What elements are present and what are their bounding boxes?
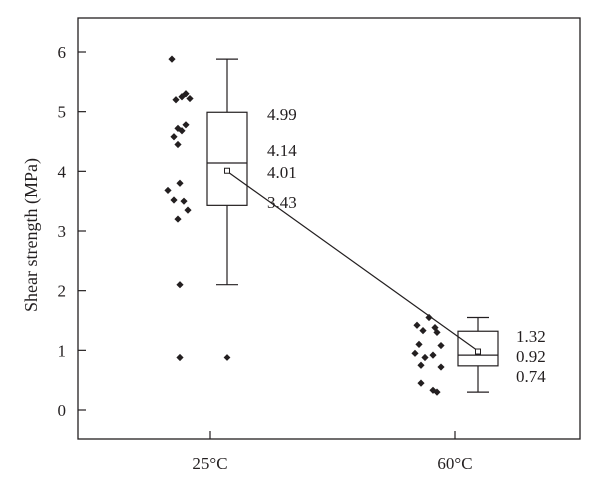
data-point — [433, 388, 441, 396]
data-point — [411, 349, 419, 357]
data-point — [419, 327, 427, 335]
y-tick-label: 1 — [58, 341, 67, 360]
data-point — [425, 313, 433, 322]
mean-marker — [224, 167, 230, 174]
data-point — [176, 179, 184, 187]
y-axis-title: Shear strength (MPa) — [21, 158, 42, 312]
data-point — [415, 340, 423, 348]
data-point — [178, 93, 186, 101]
stat-label-q3-60c: 1.32 — [516, 327, 546, 346]
series-60c — [411, 313, 499, 396]
data-point — [174, 140, 182, 149]
data-point — [180, 197, 188, 205]
data-point — [182, 121, 190, 129]
y-tick-label: 4 — [58, 162, 67, 181]
data-point — [437, 363, 445, 371]
mean-connector-line — [228, 172, 477, 351]
y-tick-label: 2 — [58, 282, 67, 301]
data-point — [429, 351, 437, 359]
stat-label-mean-25c: 4.01 — [267, 163, 297, 182]
x-tick-labels: 25°C 60°C — [192, 454, 472, 473]
x-tick-label-60c: 60°C — [437, 454, 472, 473]
iqr-box — [206, 111, 248, 206]
mean-marker — [475, 348, 481, 355]
data-point — [176, 281, 184, 289]
data-point — [170, 196, 178, 204]
stat-label-median-60c: 0.92 — [516, 347, 546, 366]
stat-label-median-25c: 4.14 — [267, 141, 297, 160]
x-axis-ticks — [209, 431, 456, 439]
y-tick-label: 0 — [58, 401, 67, 420]
data-point — [176, 353, 184, 362]
data-point — [186, 94, 194, 103]
data-point — [421, 353, 429, 362]
outlier-point — [223, 354, 231, 361]
data-point — [413, 321, 421, 329]
data-point — [164, 186, 172, 195]
y-tick-label: 6 — [58, 43, 67, 62]
stat-label-q1-25c: 3.43 — [267, 193, 297, 212]
y-tick-label: 5 — [58, 103, 67, 122]
data-point — [174, 215, 182, 223]
y-axis: 0 1 2 3 4 5 6 — [58, 43, 86, 420]
data-point — [172, 96, 180, 104]
data-point — [170, 133, 178, 141]
stat-labels-25c: 4.99 4.14 4.01 3.43 — [267, 105, 297, 212]
stat-label-q3-25c: 4.99 — [267, 105, 297, 124]
data-point — [184, 206, 192, 214]
data-point — [433, 328, 441, 337]
y-tick-label: 3 — [58, 222, 67, 241]
data-point — [417, 361, 425, 369]
data-point — [417, 379, 425, 387]
stat-label-q1-60c: 0.74 — [516, 367, 546, 386]
stat-labels-60c: 1.32 0.92 0.74 — [516, 327, 546, 386]
plot-frame — [77, 17, 581, 440]
x-tick-label-25c: 25°C — [192, 454, 227, 473]
data-point — [168, 55, 176, 63]
series-25c — [164, 55, 248, 362]
data-point — [178, 127, 186, 135]
data-point — [437, 341, 445, 350]
